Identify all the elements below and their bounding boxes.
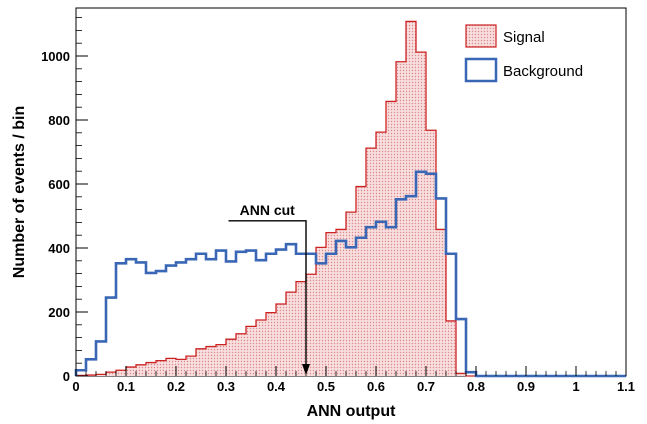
signal-bin-bar: [186, 356, 196, 376]
signal-bin-bar: [96, 374, 106, 376]
x-tick-label: 0.8: [467, 379, 485, 394]
signal-bin-bar: [166, 358, 176, 376]
signal-bin-bar: [336, 229, 346, 376]
x-axis-title: ANN output: [307, 403, 397, 420]
signal-bin-bar: [226, 339, 236, 376]
x-tick-label: 0.4: [267, 379, 286, 394]
legend-background-swatch: [464, 57, 498, 83]
signal-bin-bar: [396, 61, 406, 376]
x-tick-label: 0.9: [517, 379, 535, 394]
signal-bin-bar: [456, 373, 466, 376]
signal-bin-bar: [106, 372, 116, 376]
signal-bin-bar: [276, 304, 286, 376]
y-tick-label: 200: [48, 305, 70, 320]
signal-bin-bar: [356, 186, 366, 376]
signal-bin-bar: [326, 232, 336, 376]
signal-bin-bar: [296, 281, 306, 376]
signal-bin-bar: [256, 320, 266, 376]
signal-bin-bar: [176, 359, 186, 376]
signal-bin-bar: [446, 320, 456, 376]
signal-bin-bar: [386, 101, 396, 376]
signal-bin-bar: [286, 292, 296, 376]
y-tick-label: 600: [48, 177, 70, 192]
signal-bin-bar: [236, 333, 246, 376]
signal-series: [75, 20, 626, 377]
signal-bin-bar: [156, 360, 166, 376]
signal-outline: [75, 20, 626, 377]
y-tick-label: 800: [48, 113, 70, 128]
x-tick-label: 0.6: [367, 379, 385, 394]
signal-bin-bar: [206, 346, 216, 376]
legend: Signal Background: [464, 24, 583, 83]
signal-bin-bar: [266, 312, 276, 376]
legend-background-label: Background: [503, 63, 583, 80]
x-tick-label: 0.3: [217, 379, 235, 394]
x-tick-label: 1: [572, 379, 579, 394]
signal-bin-bar: [126, 367, 136, 376]
signal-bin-bar: [306, 274, 316, 376]
signal-bin-bar: [246, 326, 256, 376]
y-tick-label: 1000: [41, 49, 70, 64]
signal-bin-bar: [426, 130, 436, 376]
axes: 0 0.1 0.2 0.3 0.4 0.5 0.6 0.7 0.8 0.9 1 1.1 0 200 400 6…: [41, 17, 635, 394]
x-tick-label: 0.2: [167, 379, 185, 394]
x-tick-label: 0: [72, 379, 79, 394]
y-axis-title: Number of events / bin: [11, 106, 28, 278]
cut-arrowhead: [302, 364, 310, 375]
signal-bin-bar: [316, 247, 326, 376]
cut-indicator-line: [228, 220, 307, 368]
ann-cut-annotation: ANN cut: [228, 202, 310, 375]
signal-bin-bar: [196, 348, 206, 376]
signal-bin-bar: [136, 364, 146, 376]
cut-label: ANN cut: [240, 202, 296, 218]
signal-bin-bar: [216, 344, 226, 376]
signal-bin-bar: [346, 212, 356, 376]
signal-bin-bar: [406, 21, 416, 376]
signal-bin-bar: [376, 132, 386, 376]
x-tick-label: 0.5: [317, 379, 335, 394]
x-tick-label: 0.7: [417, 379, 435, 394]
signal-bin-bar: [436, 229, 446, 376]
y-tick-label: 0: [63, 369, 70, 384]
signal-bin-bar: [116, 370, 126, 376]
signal-bin-bar: [366, 148, 376, 376]
legend-signal-label: Signal: [503, 29, 545, 46]
legend-signal-swatch: [465, 24, 497, 48]
signal-bin-bar: [146, 362, 156, 376]
x-tick-label: 0.1: [117, 379, 135, 394]
y-tick-label: 400: [48, 241, 70, 256]
x-tick-label: 1.1: [617, 379, 635, 394]
signal-bin-bar: [416, 52, 426, 376]
